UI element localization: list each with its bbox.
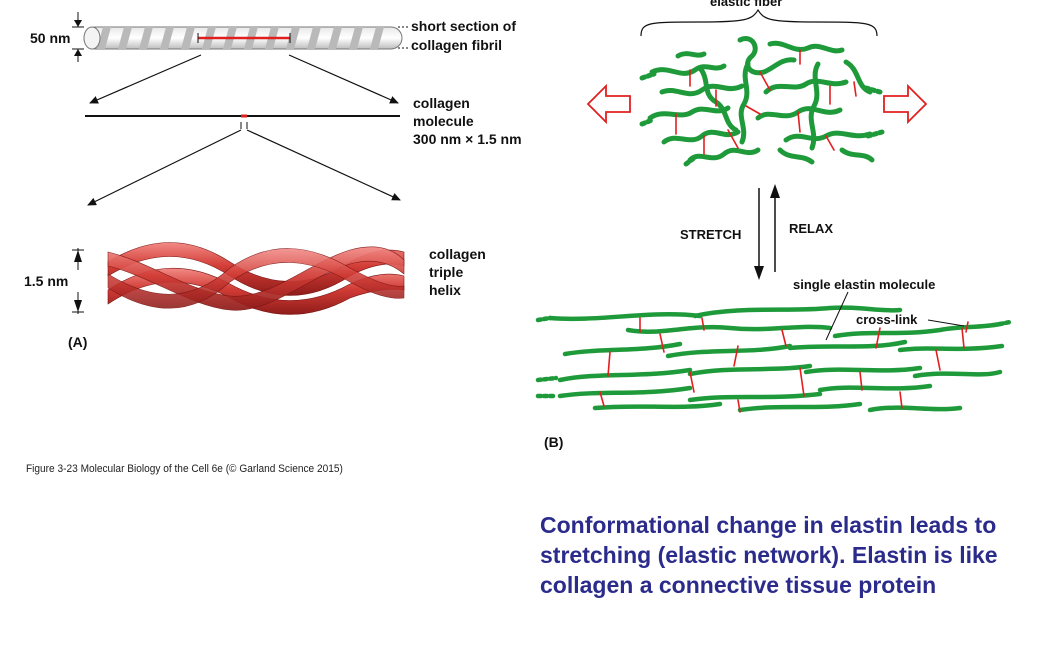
collagen-molecule-line <box>85 114 400 129</box>
collagen-fibril <box>83 26 403 50</box>
stretch-arrow-right-icon <box>883 83 928 125</box>
stretch-label: STRETCH <box>680 227 742 242</box>
collagen-triple-helix <box>107 242 405 315</box>
helix-diameter-bracket <box>72 248 84 314</box>
fibril-label-leaders <box>398 26 410 49</box>
cross-link-label: cross-link <box>856 312 918 327</box>
elastic-fiber-label: elastic fiber <box>710 0 783 9</box>
fibril-diameter-bracket <box>72 12 84 62</box>
panel-b-label: (B) <box>544 434 564 450</box>
stretched-elastin-network <box>535 305 1013 413</box>
fibril-diameter-label: 50 nm <box>30 30 71 46</box>
expansion-arrows-bottom <box>87 129 401 206</box>
single-elastin-molecule-label: single elastin molecule <box>793 277 936 292</box>
helix-diameter-label: 1.5 nm <box>24 273 69 289</box>
stretch-arrow-left-icon <box>586 83 631 125</box>
fibril-label-line2: collagen fibril <box>411 37 503 53</box>
helix-label-line2: triple <box>429 264 464 280</box>
elastic-fiber-brace <box>640 8 878 37</box>
figure-caption: Figure 3-23 Molecular Biology of the Cel… <box>26 463 343 475</box>
expansion-arrows-top <box>89 54 399 104</box>
relax-label: RELAX <box>789 221 834 236</box>
stretch-relax-arrows <box>754 184 780 280</box>
panel-a-label: (A) <box>68 334 88 350</box>
elastic-fiber-tangle <box>639 36 885 167</box>
helix-label-line1: collagen <box>429 246 486 262</box>
main-caption: Conformational change in elastin leads t… <box>540 512 998 598</box>
annotation-leaders <box>825 291 965 341</box>
molecule-label-line1: collagen <box>413 95 470 111</box>
molecule-size-label: 300 nm × 1.5 nm <box>413 131 522 147</box>
helix-label-line3: helix <box>429 282 461 298</box>
molecule-label-line2: molecule <box>413 113 474 129</box>
fibril-label-line1: short section of <box>411 18 517 34</box>
